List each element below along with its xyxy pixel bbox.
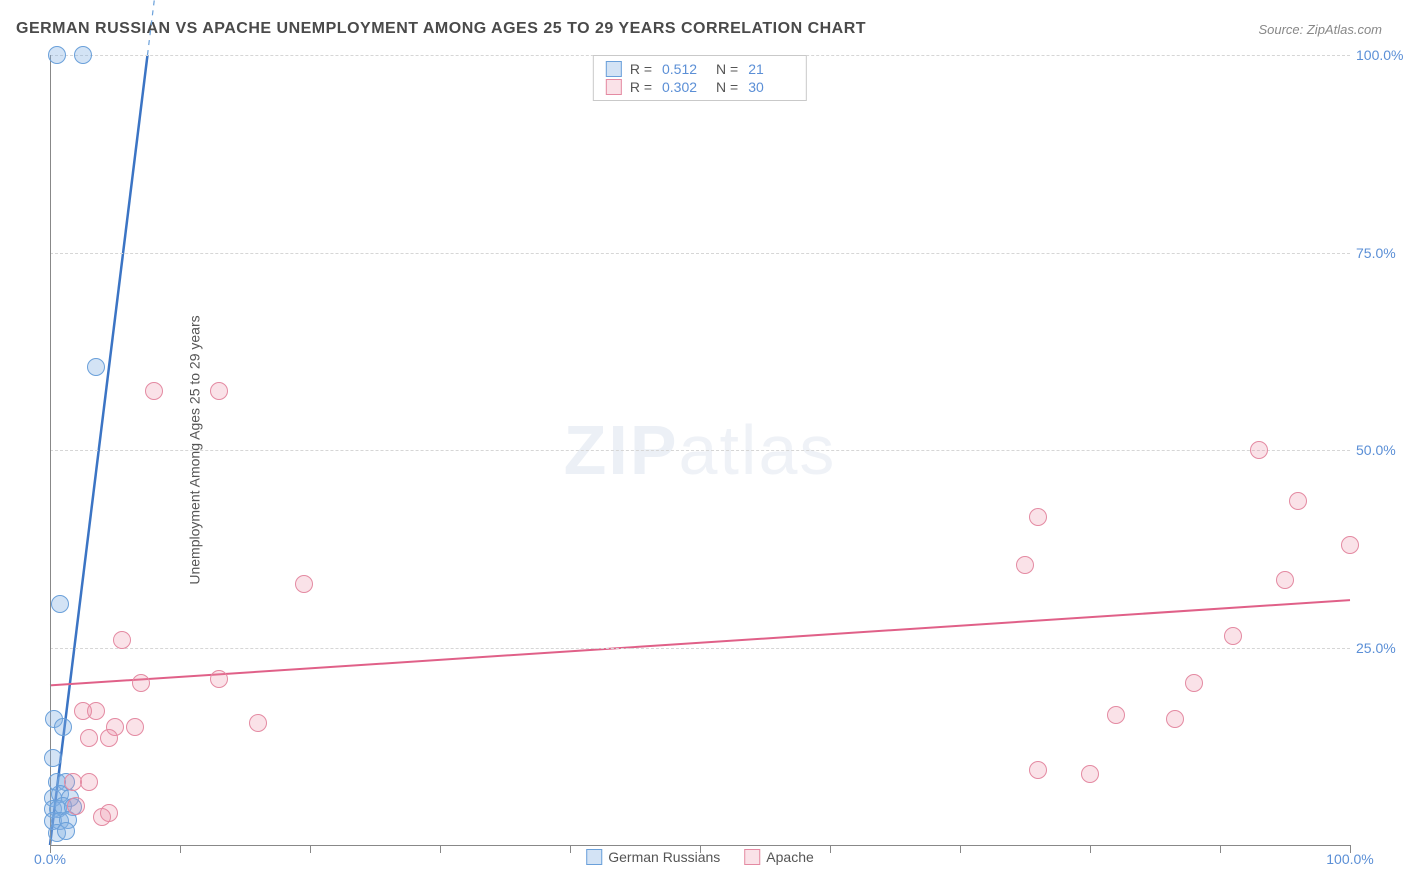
data-point (1224, 627, 1242, 645)
data-point (1107, 706, 1125, 724)
data-point (295, 575, 313, 593)
y-tick-label: 75.0% (1356, 245, 1406, 261)
data-point (113, 631, 131, 649)
x-tick-label: 100.0% (1326, 851, 1373, 867)
data-point (100, 729, 118, 747)
data-point (145, 382, 163, 400)
x-tick (310, 845, 311, 853)
data-point (80, 729, 98, 747)
chart-title: GERMAN RUSSIAN VS APACHE UNEMPLOYMENT AM… (16, 20, 866, 38)
grid-line (50, 648, 1350, 649)
data-point (44, 749, 62, 767)
data-point (57, 822, 75, 840)
x-tick-label: 0.0% (34, 851, 66, 867)
plot-region: ZIPatlas 25.0%50.0%75.0%100.0%0.0%100.0% (50, 55, 1350, 845)
data-point (1016, 556, 1034, 574)
data-point (87, 358, 105, 376)
data-point (1029, 508, 1047, 526)
data-point (1166, 710, 1184, 728)
x-tick (1090, 845, 1091, 853)
regression-line (50, 600, 1350, 685)
x-tick (830, 845, 831, 853)
y-tick-label: 50.0% (1356, 442, 1406, 458)
data-point (93, 808, 111, 826)
correlation-row-2: R =0.302 N =30 (606, 78, 794, 96)
series-legend: German Russians Apache (586, 849, 814, 865)
data-point (1029, 761, 1047, 779)
x-tick (180, 845, 181, 853)
x-tick (960, 845, 961, 853)
x-tick (1220, 845, 1221, 853)
swatch-icon (586, 849, 602, 865)
chart-area: Unemployment Among Ages 25 to 29 years Z… (50, 55, 1350, 845)
y-tick-label: 100.0% (1356, 47, 1406, 63)
data-point (87, 702, 105, 720)
data-point (126, 718, 144, 736)
swatch-icon (744, 849, 760, 865)
data-point (1289, 492, 1307, 510)
data-point (1276, 571, 1294, 589)
x-tick (440, 845, 441, 853)
source-attribution: Source: ZipAtlas.com (1258, 22, 1382, 37)
swatch-icon (606, 79, 622, 95)
data-point (54, 718, 72, 736)
data-point (1250, 441, 1268, 459)
data-point (1185, 674, 1203, 692)
y-tick-label: 25.0% (1356, 640, 1406, 656)
data-point (80, 773, 98, 791)
data-point (210, 382, 228, 400)
legend-item-german-russians: German Russians (586, 849, 720, 865)
grid-line (50, 253, 1350, 254)
correlation-legend: R =0.512 N =21 R =0.302 N =30 (593, 55, 807, 101)
data-point (249, 714, 267, 732)
correlation-row-1: R =0.512 N =21 (606, 60, 794, 78)
data-point (1341, 536, 1359, 554)
data-point (67, 797, 85, 815)
data-point (51, 595, 69, 613)
data-point (1081, 765, 1099, 783)
swatch-icon (606, 61, 622, 77)
data-point (74, 46, 92, 64)
data-point (210, 670, 228, 688)
grid-line (50, 450, 1350, 451)
x-tick (570, 845, 571, 853)
legend-item-apache: Apache (744, 849, 813, 865)
data-point (132, 674, 150, 692)
data-point (48, 46, 66, 64)
